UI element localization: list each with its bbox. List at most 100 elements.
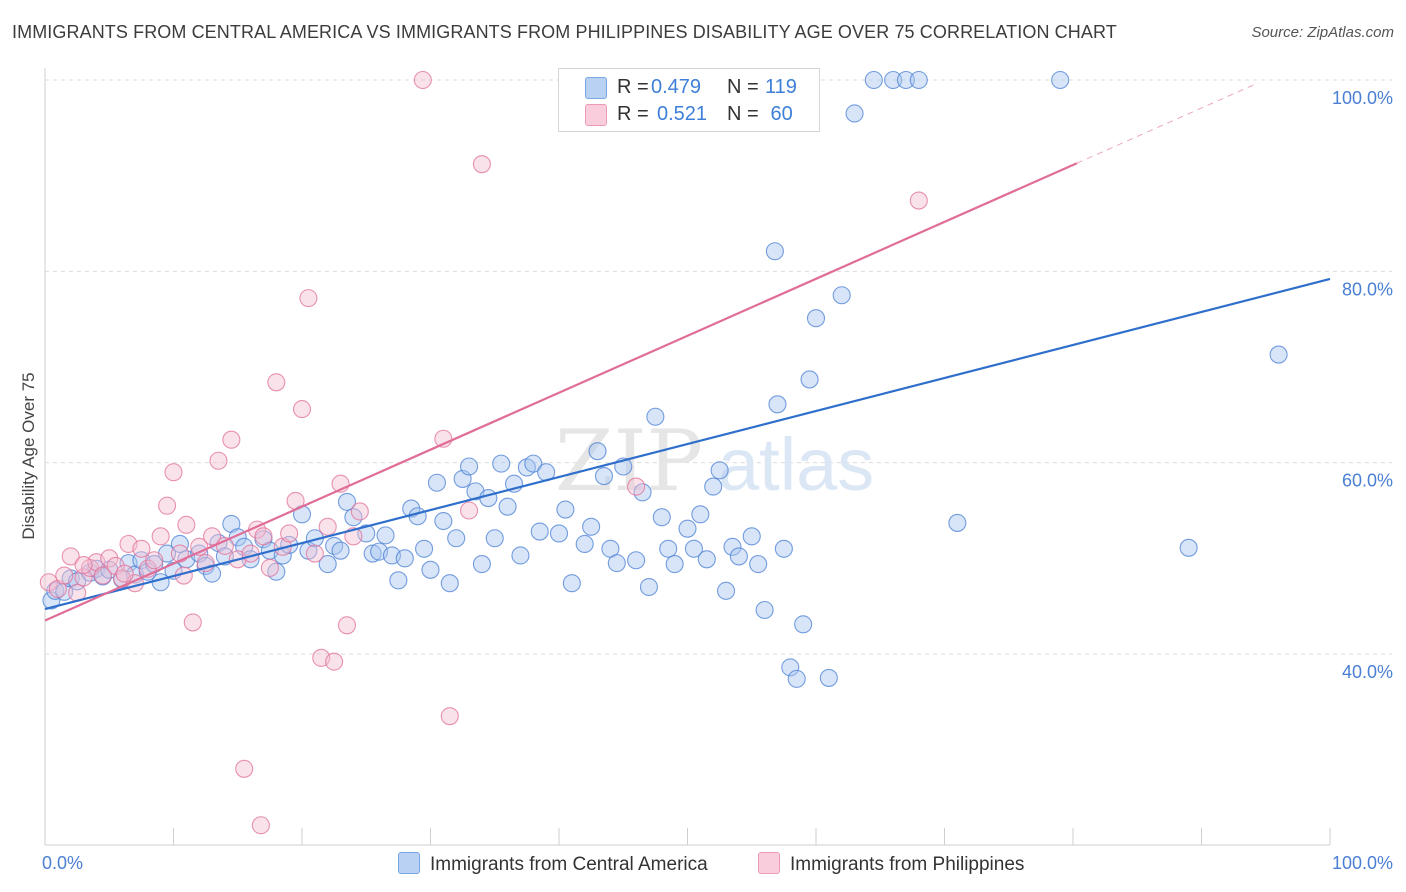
data-point-central-america xyxy=(691,505,710,524)
data-point-central-america xyxy=(492,454,511,473)
data-point-philippines xyxy=(251,816,270,835)
data-point-philippines xyxy=(74,568,93,587)
y-tick-labels: 40.0% 60.0% 80.0% 100.0% xyxy=(1332,88,1393,682)
y-tick-label: 100.0% xyxy=(1332,88,1393,108)
data-point-central-america xyxy=(427,473,446,492)
data-point-philippines xyxy=(325,652,344,671)
data-point-central-america xyxy=(415,539,434,558)
data-point-central-america xyxy=(665,555,684,574)
data-point-central-america xyxy=(588,442,607,461)
data-point-central-america xyxy=(697,550,716,569)
data-point-philippines xyxy=(100,549,119,568)
data-point-central-america xyxy=(42,591,61,610)
data-point-philippines xyxy=(299,289,318,308)
data-point-central-america xyxy=(582,517,601,536)
axes xyxy=(44,68,1331,846)
data-point-philippines xyxy=(344,527,363,546)
data-point-philippines xyxy=(337,616,357,635)
data-point-central-america xyxy=(421,560,440,579)
data-point-central-america xyxy=(768,395,787,414)
data-point-central-america xyxy=(787,669,806,688)
data-point-philippines xyxy=(61,547,80,566)
data-point-philippines xyxy=(413,70,432,90)
data-point-central-america xyxy=(678,519,697,538)
data-point-philippines xyxy=(115,564,134,583)
x-tick-label: 100.0% xyxy=(1332,853,1393,873)
data-point-central-america xyxy=(337,492,357,511)
data-point-central-america xyxy=(716,581,736,600)
trend-line-philippines xyxy=(44,162,1078,622)
data-point-philippines xyxy=(267,373,286,392)
data-point-central-america xyxy=(408,507,427,526)
data-point-central-america xyxy=(549,524,569,543)
data-point-philippines xyxy=(170,544,189,563)
data-point-central-america xyxy=(575,534,594,554)
data-point-central-america xyxy=(646,407,665,426)
data-point-central-america xyxy=(659,539,678,558)
data-point-central-america xyxy=(607,554,626,573)
data-point-central-america xyxy=(742,527,761,546)
data-point-central-america xyxy=(684,539,703,558)
data-point-philippines xyxy=(183,613,202,632)
data-point-central-america xyxy=(749,555,768,574)
data-point-central-america xyxy=(627,551,646,570)
legend-n-value: 119 xyxy=(765,76,797,98)
data-point-central-america xyxy=(472,555,491,574)
source-credit: Source: ZipAtlas.com xyxy=(1251,24,1394,41)
data-point-philippines xyxy=(472,155,491,174)
data-point-central-america xyxy=(395,549,414,568)
data-point-central-america xyxy=(781,658,800,677)
legend-r-value: 0.479 xyxy=(651,76,702,98)
data-point-central-america xyxy=(479,489,498,508)
trend-line-philippines-extension xyxy=(1076,82,1259,164)
data-point-central-america xyxy=(652,508,671,527)
data-point-central-america xyxy=(723,537,742,556)
bottom-legend-central-america: Immigrants from Central America xyxy=(398,852,708,876)
legend-r-label: R = xyxy=(617,103,649,125)
data-point-central-america xyxy=(331,541,350,560)
data-point-central-america xyxy=(884,70,903,90)
data-point-central-america xyxy=(363,544,382,563)
data-point-central-america xyxy=(794,615,813,634)
data-point-philippines xyxy=(305,544,324,563)
data-point-central-america xyxy=(909,70,928,90)
data-point-central-america xyxy=(806,309,826,328)
data-point-central-america xyxy=(594,467,614,486)
data-point-central-america xyxy=(530,522,549,541)
data-point-central-america xyxy=(704,477,723,496)
data-point-central-america xyxy=(1051,70,1070,90)
data-point-central-america xyxy=(376,526,395,545)
watermark-atlas: atlas xyxy=(718,423,874,506)
data-point-central-america xyxy=(434,511,453,531)
legend-n-label: N = xyxy=(727,103,759,125)
data-point-philippines xyxy=(39,573,58,592)
data-point-central-america xyxy=(1269,345,1288,364)
data-point-philippines xyxy=(241,544,260,563)
data-point-philippines xyxy=(203,527,222,546)
data-point-philippines xyxy=(235,759,254,778)
data-point-central-america xyxy=(511,546,530,565)
data-point-central-america xyxy=(389,571,408,590)
trend-lines xyxy=(44,82,1331,622)
bottom-legend-label-blue: Immigrants from Central America xyxy=(430,854,708,875)
data-point-central-america xyxy=(1179,538,1198,557)
data-point-philippines xyxy=(292,400,312,419)
data-point-philippines xyxy=(177,515,196,534)
data-point-central-america xyxy=(524,454,543,473)
data-point-philippines xyxy=(350,502,369,521)
data-point-philippines xyxy=(164,463,183,482)
data-point-philippines xyxy=(318,517,337,536)
data-point-philippines xyxy=(254,527,273,546)
data-point-philippines xyxy=(209,451,228,470)
trend-line-central-america xyxy=(44,277,1331,611)
bottom-legend-philippines: Immigrants from Philippines xyxy=(758,852,1024,876)
data-point-philippines xyxy=(260,558,279,577)
y-tick-label: 80.0% xyxy=(1342,279,1393,299)
data-point-philippines xyxy=(151,527,170,546)
data-point-philippines xyxy=(627,477,646,496)
bottom-legend-swatch-blue xyxy=(398,852,420,874)
y-axis-label: Disability Age Over 75 xyxy=(19,372,38,539)
data-point-central-america xyxy=(498,497,517,516)
data-point-central-america xyxy=(729,547,748,566)
